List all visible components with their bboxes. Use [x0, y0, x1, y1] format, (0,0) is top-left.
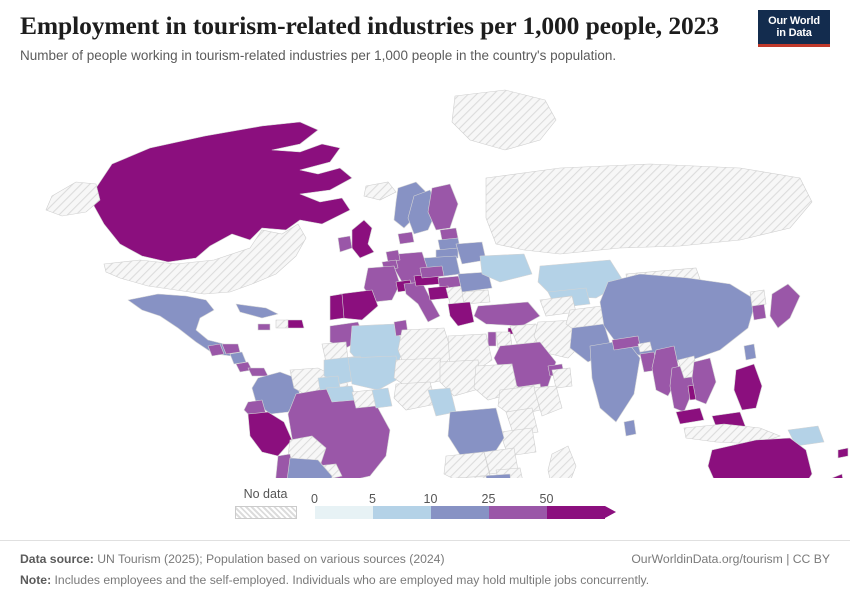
country-finland[interactable]: [427, 183, 459, 231]
country-philippines[interactable]: [733, 363, 763, 411]
map-legend: No data 0 5 10 25 50: [0, 487, 850, 519]
country-turkey[interactable]: [473, 301, 541, 327]
country-bulgaria[interactable]: [461, 289, 491, 305]
country-united-states[interactable]: [45, 181, 101, 217]
map-svg: [45, 89, 849, 478]
country-bhutan[interactable]: [637, 341, 653, 353]
country-nicaragua[interactable]: [229, 351, 247, 365]
country-ireland[interactable]: [337, 235, 353, 253]
footer-source: Data source: UN Tourism (2025); Populati…: [20, 550, 445, 569]
country-dominican-republic[interactable]: [285, 319, 305, 329]
country-cuba[interactable]: [235, 303, 279, 319]
country-sri-lanka[interactable]: [623, 419, 637, 437]
country-israel[interactable]: [487, 331, 497, 347]
country-oman[interactable]: [551, 367, 573, 389]
country-haiti[interactable]: [275, 319, 289, 329]
country-ukraine[interactable]: [479, 253, 533, 283]
country-united-states[interactable]: [103, 223, 307, 295]
country-united-kingdom[interactable]: [351, 219, 375, 259]
country-greece[interactable]: [447, 301, 475, 327]
country-australia[interactable]: [707, 437, 813, 478]
footer-source-text: UN Tourism (2025); Population based on v…: [97, 552, 445, 567]
country-chad[interactable]: [439, 359, 483, 397]
country-peru[interactable]: [247, 411, 293, 457]
country-angola[interactable]: [443, 451, 491, 478]
legend-bin-0[interactable]: [314, 506, 373, 519]
legend-bin-1[interactable]: [372, 506, 431, 519]
legend-bin-2[interactable]: [430, 506, 489, 519]
legend-tick-1: 5: [369, 492, 376, 506]
country-panama[interactable]: [247, 367, 269, 377]
footer-note-text: Includes employees and the self-employed…: [54, 573, 650, 588]
chart-subtitle: Number of people working in tourism-rela…: [20, 47, 617, 63]
country-denmark[interactable]: [397, 231, 415, 245]
legend-bin-swatches: [314, 506, 616, 519]
legend-tick-3: 25: [481, 492, 496, 506]
world-map[interactable]: [0, 78, 850, 478]
legend-bin-4[interactable]: [546, 506, 605, 519]
country-madagascar[interactable]: [547, 445, 577, 478]
country-canada[interactable]: [93, 121, 353, 263]
country-botswana[interactable]: [479, 473, 512, 478]
country-taiwan[interactable]: [743, 343, 757, 361]
country-honduras[interactable]: [221, 343, 241, 355]
legend-no-data[interactable]: No data: [234, 487, 297, 519]
country-portugal[interactable]: [329, 293, 345, 321]
country-shapes: [45, 89, 849, 478]
footer-link[interactable]: OurWorldinData.org/tourism | CC BY: [631, 552, 830, 567]
legend-open-ended-arrow: [604, 506, 616, 518]
country-mali[interactable]: [347, 355, 401, 391]
footer-note: Note: Includes employees and the self-em…: [20, 571, 830, 590]
chart-header: Employment in tourism-related industries…: [0, 0, 850, 64]
country-namibia[interactable]: [455, 475, 490, 478]
country-argentina[interactable]: [286, 457, 333, 478]
country-vietnam[interactable]: [691, 357, 717, 405]
country-somalia[interactable]: [533, 385, 563, 417]
page-title: Employment in tourism-related industries…: [20, 11, 719, 40]
legend-no-data-swatch: [234, 506, 297, 519]
legend-scale[interactable]: 0 5 10 25 50: [311, 489, 616, 519]
legend-tick-0: 0: [311, 492, 318, 506]
country-kazakhstan[interactable]: [537, 259, 625, 299]
footer-source-label: Data source:: [20, 552, 94, 567]
legend-bin-3[interactable]: [488, 506, 547, 519]
our-world-in-data-logo[interactable]: Our World in Data: [758, 10, 830, 47]
country-india[interactable]: [589, 339, 641, 423]
country-nigeria[interactable]: [393, 381, 437, 411]
logo-line-2: in Data: [776, 27, 812, 40]
legend-tick-2: 10: [423, 492, 438, 506]
legend-tick-4: 50: [539, 492, 554, 506]
country-fiji[interactable]: [837, 447, 849, 459]
country-russia[interactable]: [485, 163, 813, 255]
country-south-korea[interactable]: [751, 303, 767, 321]
country-romania[interactable]: [457, 271, 493, 293]
footer-note-label: Note:: [20, 573, 52, 588]
legend-tick-labels: 0 5 10 25 50: [311, 489, 616, 506]
country-colombia[interactable]: [251, 371, 301, 415]
country-netherlands[interactable]: [385, 249, 401, 263]
country-guatemala[interactable]: [207, 343, 225, 357]
country-greenland[interactable]: [451, 89, 557, 151]
country-north-korea[interactable]: [749, 289, 767, 307]
country-new-zealand[interactable]: [831, 473, 844, 478]
chart-footer: Data source: UN Tourism (2025); Populati…: [0, 540, 850, 600]
country-czechia[interactable]: [419, 265, 445, 279]
country-iceland[interactable]: [363, 181, 397, 201]
country-japan[interactable]: [769, 283, 801, 329]
country-malaysia[interactable]: [675, 407, 705, 425]
country-ghana[interactable]: [371, 387, 393, 409]
country-mexico[interactable]: [127, 293, 233, 357]
logo-line-1: Our World: [768, 15, 820, 27]
country-jamaica[interactable]: [257, 323, 271, 331]
legend-no-data-label: No data: [243, 487, 288, 501]
